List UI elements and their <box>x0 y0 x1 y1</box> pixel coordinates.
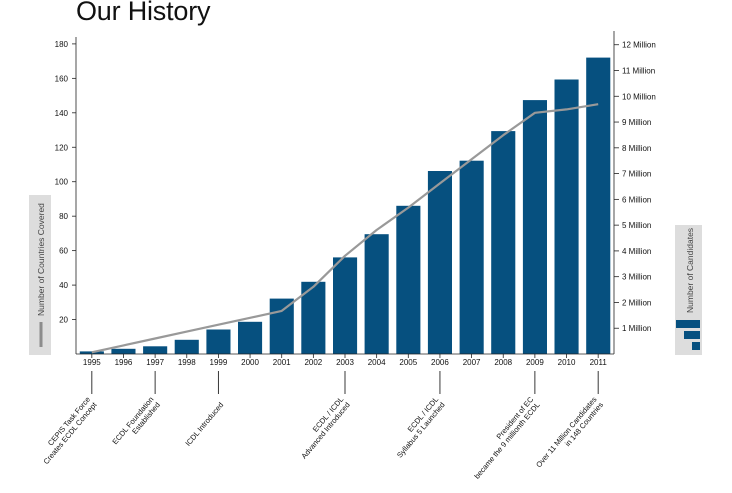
left-tick-label: 160 <box>55 74 69 83</box>
x-tick-label: 2006 <box>431 358 449 367</box>
x-tick-label: 1998 <box>178 358 196 367</box>
bar <box>111 348 136 354</box>
annotation-line: Creates ECDL Concept <box>42 400 100 466</box>
annotation-label: ICDL Introduced <box>183 400 225 447</box>
x-tick-label: 2000 <box>241 358 259 367</box>
bar <box>79 351 104 354</box>
right-tick-label: 6 Million <box>622 195 651 204</box>
candidates-legend-swatch <box>684 331 700 339</box>
x-tick-label: 2008 <box>494 358 512 367</box>
chart-title: Our History <box>76 0 211 26</box>
x-tick-label: 1999 <box>210 358 228 367</box>
line-layer <box>91 103 599 354</box>
x-tick-label: 1995 <box>83 358 101 367</box>
x-tick-label: 1996 <box>115 358 133 367</box>
right-tick-label: 7 Million <box>622 170 651 179</box>
bar <box>143 346 168 354</box>
bar <box>554 79 579 354</box>
left-tick-label: 180 <box>55 40 69 49</box>
right-tick-label: 4 Million <box>622 247 651 256</box>
axes-layer: 20 40 60 80 100 120 140 160 180 1 Million 2 Millio… <box>55 31 656 367</box>
annotation-line: became the 9 millionth ECDL <box>472 400 541 480</box>
bar <box>206 329 231 354</box>
x-tick-label: 2007 <box>463 358 481 367</box>
bar <box>491 131 516 354</box>
bar <box>396 205 421 354</box>
x-tick-label: 2004 <box>368 358 386 367</box>
x-tick-label: 2005 <box>399 358 417 367</box>
bar <box>364 234 389 354</box>
left-tick-label: 140 <box>55 109 69 118</box>
bar <box>333 257 358 354</box>
left-axis-title: Number of Countries Covered <box>36 203 46 316</box>
left-tick-label: 120 <box>55 143 69 152</box>
x-tick-label: 2001 <box>273 358 291 367</box>
countries-line <box>91 103 599 354</box>
bar <box>459 160 484 354</box>
annotation-line: ICDL Introduced <box>183 400 225 447</box>
annotation-line: Over 11 Million Candidates <box>534 395 599 470</box>
x-tick-label: 2010 <box>558 358 576 367</box>
countries-legend-box <box>29 195 51 355</box>
x-tick-label: 2009 <box>526 358 544 367</box>
right-tick-label: 11 Million <box>622 67 655 76</box>
bar <box>522 100 547 354</box>
left-tick-label: 60 <box>59 247 68 256</box>
bar <box>427 171 452 354</box>
bar <box>269 298 294 354</box>
bar <box>174 339 199 354</box>
left-tick-label: 80 <box>59 212 68 221</box>
right-tick-label: 1 Million <box>622 324 651 333</box>
right-tick-label: 3 Million <box>622 273 651 282</box>
right-axis-title: Number of Candidates <box>685 228 695 313</box>
candidates-legend-swatch <box>676 320 700 328</box>
right-tick-label: 10 Million <box>622 92 656 101</box>
candidates-legend-swatch <box>692 342 700 350</box>
bars-layer <box>79 57 611 354</box>
right-tick-label: 8 Million <box>622 144 651 153</box>
right-tick-label: 12 Million <box>622 41 656 50</box>
x-tick-label: 1997 <box>146 358 164 367</box>
right-tick-label: 5 Million <box>622 221 651 230</box>
right-tick-label: 9 Million <box>622 118 651 127</box>
x-tick-label: 2011 <box>590 358 608 367</box>
right-tick-label: 2 Million <box>622 298 651 307</box>
legend-layer: Number of Countries Covered Number of Can… <box>29 195 702 355</box>
bar <box>238 321 263 354</box>
bar <box>586 57 611 354</box>
x-tick-label: 2003 <box>336 358 354 367</box>
left-tick-label: 40 <box>59 281 68 290</box>
x-tick-label: 2002 <box>304 358 322 367</box>
left-tick-label: 20 <box>59 316 68 325</box>
left-tick-label: 100 <box>55 178 69 187</box>
